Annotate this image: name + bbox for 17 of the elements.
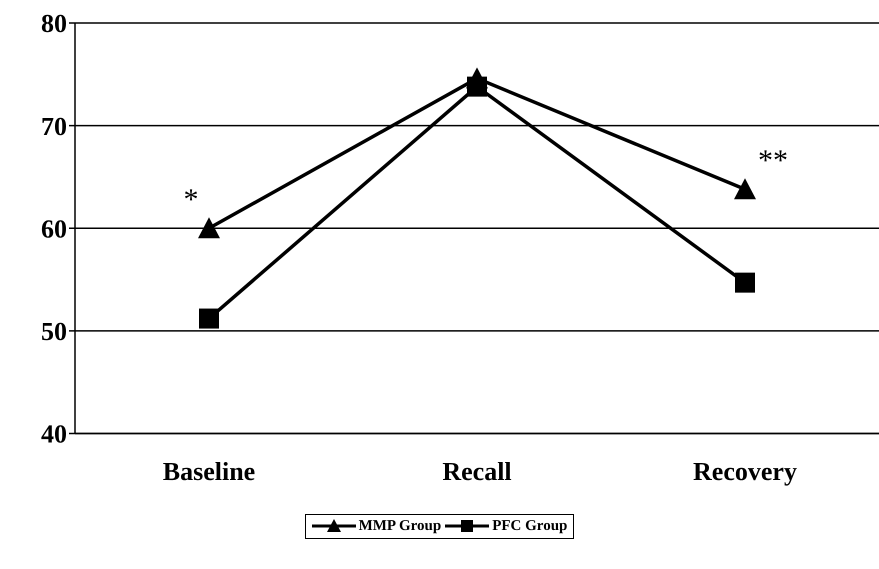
point [734, 178, 756, 200]
point [198, 217, 220, 238]
y-tick-label: 80 [41, 9, 67, 38]
point [735, 272, 755, 293]
x-tick-label: Recall [442, 456, 512, 486]
y-tick-label: 40 [41, 420, 67, 449]
legend-label: PFC Group [491, 518, 568, 534]
y-tick-label: 60 [41, 214, 67, 244]
annotation: ** [758, 144, 788, 177]
x-tick-label: Baseline [162, 456, 256, 486]
y-tick-label: 70 [41, 112, 67, 141]
x-tick-label: Recovery [693, 456, 797, 486]
annotation: * [184, 182, 198, 216]
y-tick-label: 50 [41, 317, 67, 346]
legend-label: MMP Group [358, 518, 442, 534]
point [199, 308, 219, 329]
point [467, 76, 487, 97]
